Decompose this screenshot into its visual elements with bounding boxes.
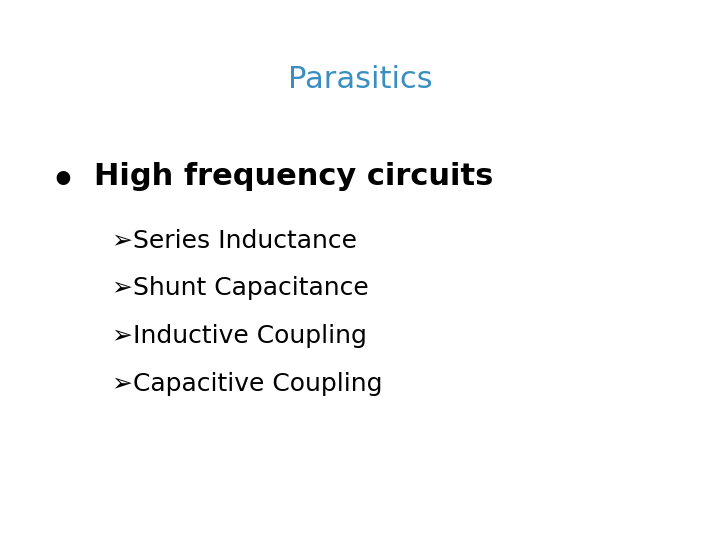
Text: High frequency circuits: High frequency circuits <box>94 162 493 191</box>
Text: ➢Series Inductance: ➢Series Inductance <box>112 230 356 253</box>
Text: •: • <box>50 162 76 200</box>
Text: ➢Inductive Coupling: ➢Inductive Coupling <box>112 324 366 348</box>
Text: Parasitics: Parasitics <box>288 65 432 94</box>
Text: ➢Capacitive Coupling: ➢Capacitive Coupling <box>112 372 382 395</box>
Text: ➢Shunt Capacitance: ➢Shunt Capacitance <box>112 276 369 300</box>
